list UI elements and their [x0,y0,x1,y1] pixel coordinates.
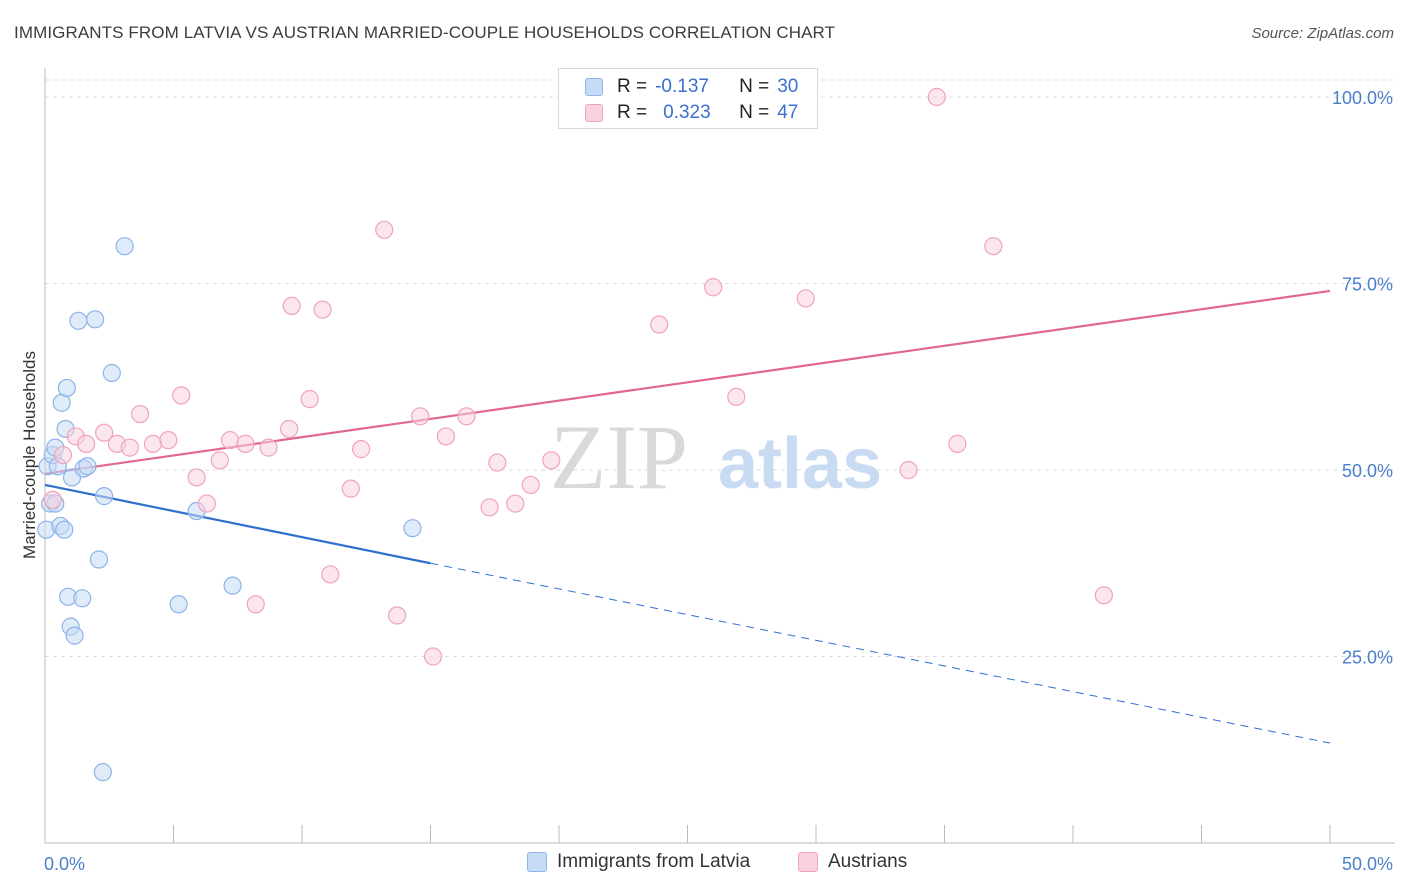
watermark-zip: ZIP [550,406,688,508]
data-point-austrians [352,440,371,459]
data-point-austrians [796,289,815,308]
data-point-austrians [197,494,217,513]
data-point-austrians [43,490,62,509]
data-point-austrians [387,606,407,625]
legend-row-austrians: R = 0.323 N = 47 [585,101,798,125]
data-point-austrians [521,475,540,495]
data-point-austrians [313,300,332,319]
grid-lines [45,79,1395,657]
data-point-austrians [727,387,746,406]
data-point-latvia [65,626,84,645]
data-point-austrians [948,434,967,453]
data-point-austrians [210,451,229,470]
data-point-austrians [542,451,561,470]
data-point-austrians [411,407,430,426]
data-point-latvia [78,457,97,476]
data-point-austrians [927,87,946,107]
x-tick-label: 50.0% [1342,854,1393,874]
legend-swatch-latvia [527,852,547,872]
data-point-austrians [246,595,265,614]
data-point-latvia [223,576,242,595]
data-point-latvia [57,378,76,398]
legend-swatch-austrians [798,852,818,872]
data-point-latvia [115,237,134,256]
data-point-austrians [341,479,360,498]
data-point-austrians [506,494,525,513]
data-point-austrians [300,390,319,409]
data-point-austrians [77,434,96,453]
data-point-latvia [93,763,112,782]
y-tick-label: 25.0% [1342,648,1393,668]
data-point-austrians [280,419,299,439]
axes [44,68,1395,844]
legend-r-label: R = [617,102,648,123]
watermark-atlas: atlas [718,424,882,504]
data-point-austrians [172,386,191,405]
legend-r-value-latvia: -0.137 [655,76,709,97]
data-point-austrians [143,434,163,453]
watermark: ZIP atlas [550,406,882,508]
data-point-austrians [95,423,114,442]
legend-swatch-austrians [585,104,603,122]
tick-labels: 25.0% 50.0% 75.0% 100.0% 0.0% 50.0% [44,88,1393,874]
regression-line-1 [44,289,1331,475]
source-credit: Source: ZipAtlas.com [1251,25,1394,42]
stats-legend: R = -0.137 N = 30 R = 0.323 N = 47 [558,68,818,129]
legend-swatch-latvia [585,78,603,96]
legend-n-label: N = [739,102,770,123]
data-point-austrians [187,468,206,487]
regression-line-extension-0 [430,562,1331,744]
data-point-latvia [89,550,109,569]
legend-r-label: R = [617,76,648,97]
x-tick-label: 0.0% [44,854,85,874]
data-point-austrians [457,407,476,426]
data-point-austrians [259,438,278,457]
data-point-austrians [704,278,723,297]
data-point-austrians [130,404,150,424]
data-point-austrians [984,237,1003,256]
legend-r-value-austrians: 0.323 [663,102,711,123]
data-point-latvia [95,487,114,506]
data-point-austrians [423,647,443,666]
data-point-austrians [650,315,669,334]
data-point-austrians [321,565,340,584]
y-tick-label: 50.0% [1342,461,1393,481]
chart-title: IMMIGRANTS FROM LATVIA VS AUSTRIAN MARRI… [14,23,836,42]
legend-n-value-austrians: 47 [777,102,799,123]
data-point-latvia [102,363,121,383]
data-point-austrians [436,427,456,446]
data-point-austrians [282,296,301,315]
data-point-austrians [1094,586,1113,605]
data-point-latvia [169,595,188,614]
data-point-latvia [86,310,105,329]
legend-label-latvia: Immigrants from Latvia [557,851,751,872]
y-tick-label: 75.0% [1342,275,1393,295]
data-point-latvia [69,311,88,330]
data-point-austrians [488,453,507,472]
data-point-austrians [236,434,255,453]
legend-row-latvia: R = -0.137 N = 30 [585,75,798,99]
legend-label-austrians: Austrians [828,851,908,872]
data-point-latvia [403,519,422,538]
data-point-austrians [220,431,240,450]
data-point-latvia [73,589,92,608]
y-axis-label: Married-couple Households [20,351,39,559]
data-point-austrians [53,445,73,465]
legend-item-austrians[interactable]: Austrians [798,851,907,873]
data-point-austrians [899,460,918,480]
data-point-latvia [55,520,74,539]
data-point-austrians [120,438,139,457]
legend-n-label: N = [739,76,770,97]
data-point-austrians [480,498,499,517]
data-point-austrians [159,431,178,450]
y-tick-label: 100.0% [1332,88,1393,108]
legend-item-latvia[interactable]: Immigrants from Latvia [527,851,750,873]
data-point-austrians [375,220,394,239]
legend-n-value-latvia: 30 [777,76,799,97]
regression-lines [44,289,1331,744]
